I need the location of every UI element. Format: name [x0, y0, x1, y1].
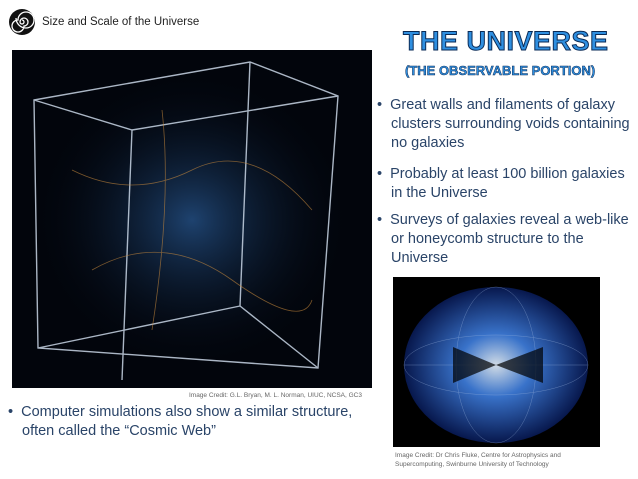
bullet: Computer simulations also show a similar… — [8, 403, 362, 441]
cosmic-web-image — [12, 50, 372, 388]
bullet: Probably at least 100 billion galaxies i… — [377, 165, 631, 203]
logo — [9, 9, 35, 35]
galaxy-survey-image — [393, 277, 600, 447]
image-credit: Image Credit: G.L. Bryan, M. L. Norman, … — [188, 392, 362, 399]
bullet: Great walls and filaments of galaxy clus… — [377, 96, 631, 153]
image-credit: Image Credit: Dr Chris Fluke, Centre for… — [395, 452, 561, 468]
header-title: Size and Scale of the Universe — [42, 16, 200, 28]
title: THE UNIVERSE — [403, 26, 609, 57]
subtitle: (THE OBSERVABLE PORTION) — [405, 63, 596, 79]
bullet: Surveys of galaxies reveal a web-like or… — [377, 211, 631, 268]
